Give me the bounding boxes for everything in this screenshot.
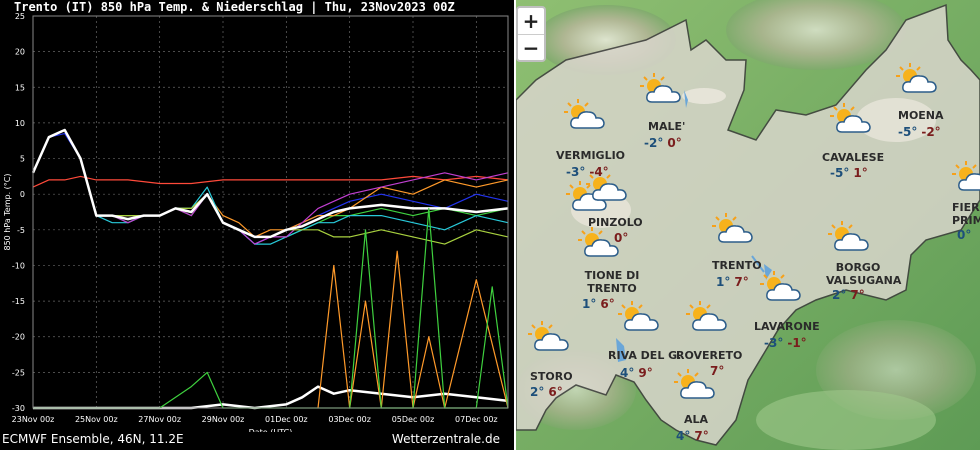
x-tick-label: 01Dec 00z — [265, 415, 308, 424]
city-name-male: MALE' — [648, 120, 686, 133]
city-temps-cavalese: -5° 1° — [830, 166, 868, 180]
partly-cloudy-icon — [674, 368, 720, 402]
ensemble-series-line — [32, 129, 509, 245]
y-tick-label: -20 — [12, 333, 25, 342]
city-name-storo: STORO — [530, 370, 573, 383]
x-tick-label: 03Dec 00z — [328, 415, 371, 424]
plot-frame — [32, 15, 509, 409]
ensemble-series-line — [32, 129, 509, 245]
partly-cloudy-icon — [828, 220, 874, 254]
partly-cloudy-icon — [952, 160, 980, 194]
city-temps-vermiglio: -3° -4° — [566, 165, 609, 179]
city-temps-ala: 4° 7° — [676, 429, 709, 443]
y-tick-label: -15 — [12, 297, 25, 306]
zoom-out-button[interactable]: − — [518, 34, 544, 60]
city-name-ala: ALA — [684, 413, 709, 426]
partly-cloudy-icon — [640, 72, 686, 106]
y-tick-label: -10 — [12, 261, 25, 270]
partly-cloudy-icon — [586, 170, 632, 204]
x-tick-label: 23Nov 00z — [12, 415, 55, 424]
city-name-lavarone: LAVARONE — [754, 320, 820, 333]
ensemble-series-line — [33, 371, 508, 409]
ensemble-series-line — [349, 207, 509, 409]
city-name-cavalese: CAVALESE — [822, 151, 885, 164]
y-tick-label: 5 — [20, 155, 25, 164]
y-tick-label: 20 — [15, 48, 25, 57]
partly-cloudy-icon — [712, 212, 758, 246]
city-name-trento: TRENTO — [712, 259, 762, 272]
y-tick-label: -30 — [12, 404, 25, 413]
ensemble-series-line — [317, 250, 509, 409]
city-temps-storo: 2° 6° — [530, 385, 563, 399]
ensemble-series-line — [32, 129, 509, 238]
y-tick-label: 0 — [20, 190, 25, 199]
partly-cloudy-icon — [566, 180, 612, 214]
ensemble-chart: 25 20 15 10 5 0 -5 -10 -15 -20 -25 -30 23Nov 00z 25No… — [3, 12, 509, 432]
ensemble-series-line — [32, 129, 509, 245]
city-name-vermiglio: VERMIGLIO — [556, 149, 626, 162]
city-name-fiera-primi: FIERA PRIMI — [952, 201, 980, 227]
partly-cloudy-icon — [896, 62, 942, 96]
city-name-rovereto: ROVERETO — [676, 349, 743, 362]
partly-cloudy-icon — [618, 300, 664, 334]
x-tick-label: 27Nov 00z — [138, 415, 181, 424]
chart-title: Trento (IT) 850 hPa Temp. & Niederschlag… — [14, 0, 455, 14]
ensemble-chart-panel: Trento (IT) 850 hPa Temp. & Niederschlag… — [0, 0, 514, 450]
chart-credit-label: Wetterzentrale.de — [391, 432, 500, 446]
x-tick-label: 05Dec 00z — [392, 415, 435, 424]
x-axis-label: Date (UTC) — [249, 428, 293, 432]
ensemble-series-line — [32, 129, 509, 245]
city-name-riva-del-garda: RIVA DEL G. — [608, 349, 682, 362]
city-temps-moena: -5° -2° — [898, 125, 941, 139]
city-temps-lavarone: -3° -1° — [764, 336, 807, 350]
zoom-in-button[interactable]: + — [522, 9, 540, 33]
partly-cloudy-icon — [528, 320, 574, 354]
city-temps-pinzolo: 0° — [614, 231, 629, 245]
partly-cloudy-icon — [564, 98, 610, 132]
partly-cloudy-icon — [686, 300, 732, 334]
city-temps-rovereto: 7° — [710, 364, 725, 378]
y-tick-label: -5 — [17, 226, 25, 235]
y-tick-label: 10 — [15, 119, 25, 128]
ensemble-series-line — [33, 385, 509, 410]
partly-cloudy-icon — [830, 102, 876, 136]
city-temps-male: -2° 0° — [644, 136, 682, 150]
city-temps-trento: 1° 7° — [716, 275, 749, 289]
city-name-borgo-valsugana: BORGO VALSUGANA — [826, 261, 902, 287]
y-tick-label: 25 — [15, 12, 25, 21]
weather-map[interactable]: + − MALE' -2° 0° VERMIGLIO -3° -4° CAVALES… — [516, 0, 980, 450]
ensemble-series-line — [32, 175, 509, 188]
x-tick-label: 29Nov 00z — [202, 415, 245, 424]
zoom-control: + − — [516, 6, 546, 62]
terrain-layer — [516, 0, 980, 450]
city-name-tione-di-trento: TIONE DI TRENTO — [584, 269, 640, 295]
x-tick-label: 07Dec 00z — [455, 415, 498, 424]
x-tick-label: 25Nov 00z — [75, 415, 118, 424]
chart-source-label: ECMWF Ensemble, 46N, 11.2E — [2, 432, 184, 446]
partly-cloudy-icon — [578, 226, 624, 260]
y-axis-label: 850 hPa Temp. (°C) — [3, 173, 12, 250]
city-temps-borgo: 2° 7° — [832, 288, 865, 302]
city-temps-tione: 1° 6° — [582, 297, 615, 311]
y-tick-label: -25 — [12, 368, 25, 377]
city-name-moena: MOENA — [898, 109, 944, 122]
city-name-pinzolo: PINZOLO — [588, 216, 643, 229]
y-tick-label: 15 — [15, 83, 25, 92]
ensemble-series-line — [31, 128, 509, 239]
city-temps-riva: 4° 9° — [620, 366, 653, 380]
city-temps-fiera-primi: 0° — [957, 228, 972, 242]
partly-cloudy-icon — [760, 270, 806, 304]
